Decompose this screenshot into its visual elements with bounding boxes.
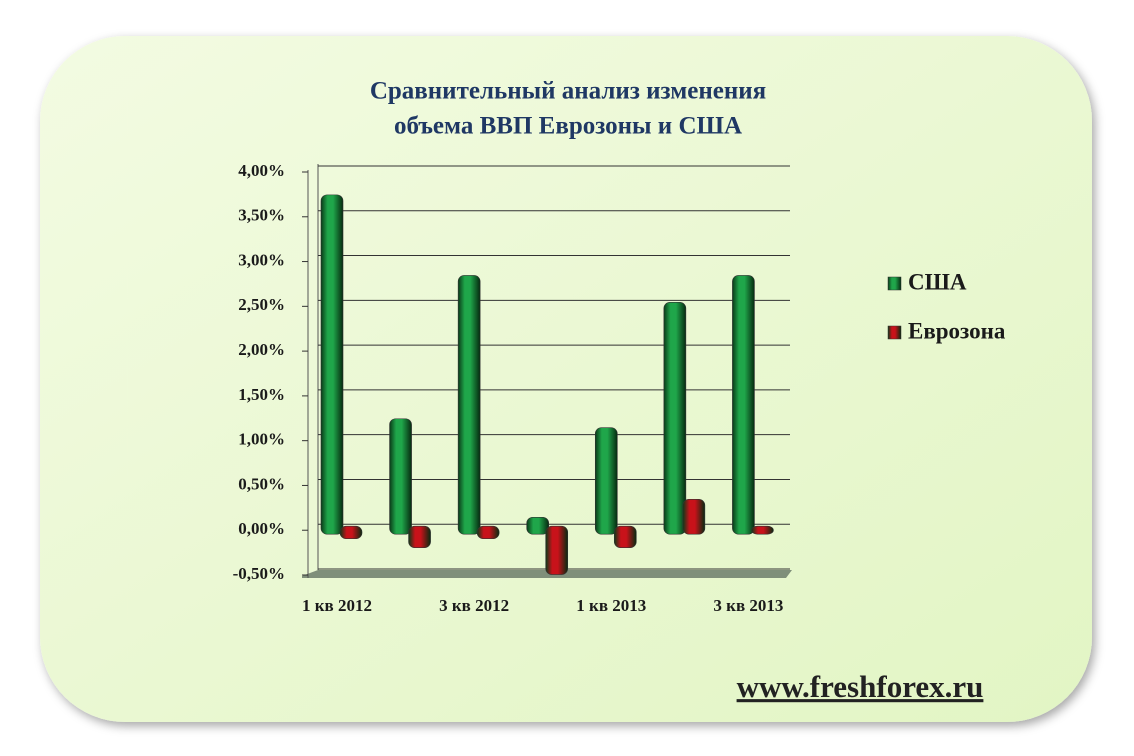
bar (732, 275, 755, 535)
y-tick-label: 3,00% (238, 250, 285, 269)
bar (526, 516, 550, 535)
bar (682, 499, 706, 535)
bar (594, 427, 618, 535)
y-tick-label: 4,00% (238, 161, 285, 180)
legend-label: США (908, 269, 967, 294)
x-tick-label: 1 кв 2012 (302, 596, 372, 615)
legend-swatch (887, 325, 902, 340)
y-tick-label: 2,00% (238, 340, 285, 359)
bar (663, 302, 687, 535)
bar (320, 194, 344, 535)
bar (389, 418, 412, 535)
legend-swatch (887, 276, 902, 291)
y-tick-label: 1,00% (238, 430, 285, 449)
y-tick-label: 3,50% (238, 206, 285, 225)
x-tick-label: 1 кв 2013 (576, 596, 646, 615)
y-tick-label: -0,50% (233, 564, 285, 583)
bar (339, 525, 363, 540)
legend-label: Еврозона (908, 318, 1006, 343)
bar (476, 525, 500, 540)
panel (40, 36, 1092, 722)
x-tick-label: 3 кв 2013 (713, 596, 783, 615)
bar (408, 525, 431, 548)
floor (302, 570, 792, 578)
y-tick-label: 0,00% (238, 519, 285, 538)
y-tick-label: 2,50% (238, 295, 285, 314)
bar (457, 275, 481, 535)
x-tick-label: 3 кв 2012 (439, 596, 509, 615)
chart-title: объема ВВП Еврозоны и США (394, 113, 742, 140)
watermark-link[interactable]: www.freshforex.ru (737, 669, 984, 704)
bar (613, 525, 637, 548)
y-tick-label: 1,50% (238, 385, 285, 404)
chart-title: Сравнительный анализ изменения (370, 78, 766, 105)
y-tick-label: 0,50% (238, 474, 285, 493)
bar (545, 525, 569, 575)
bar (751, 525, 774, 535)
